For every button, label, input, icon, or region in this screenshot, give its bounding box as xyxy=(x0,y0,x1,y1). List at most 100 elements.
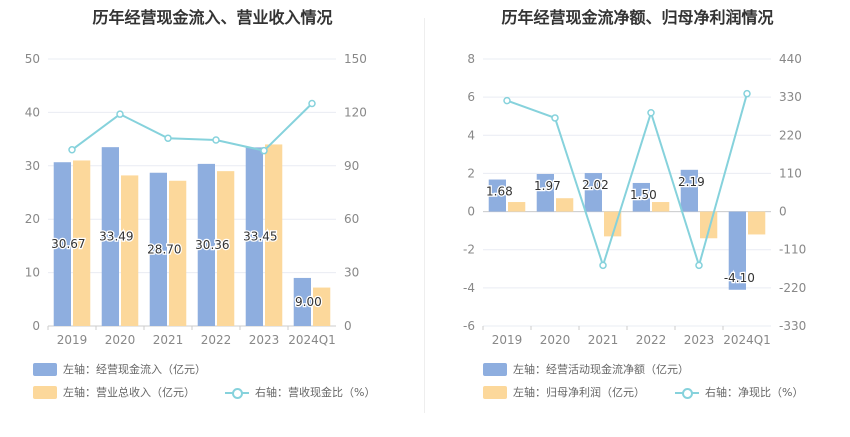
legend-label-cash-ratio: 右轴：净现比（%） xyxy=(705,386,804,399)
ratio-line-point xyxy=(551,114,559,122)
bar-secondary xyxy=(217,171,235,326)
bar-secondary xyxy=(121,175,139,326)
left-axis-tick-label: 30 xyxy=(25,159,40,173)
x-axis-tick-label: 2021 xyxy=(153,333,184,347)
x-axis-tick-label: 2024Q1 xyxy=(288,333,336,347)
right-axis-tick-label: 120 xyxy=(344,105,367,119)
bar-primary xyxy=(536,174,554,212)
bar-secondary xyxy=(169,180,187,326)
bar-secondary xyxy=(265,144,283,326)
left-axis-tick-label: 50 xyxy=(25,52,40,66)
x-axis-tick-label: 2020 xyxy=(105,333,136,347)
bar-secondary xyxy=(556,198,574,212)
right-axis-tick-label: 0 xyxy=(344,319,352,333)
legend-row-1: 左轴：经营活动现金流净额（亿元） xyxy=(483,361,689,377)
ratio-line-point xyxy=(260,146,268,155)
bar-secondary xyxy=(73,160,91,326)
legend-swatch-net-cashflow xyxy=(483,362,507,376)
ratio-line-point xyxy=(599,261,607,270)
bar-primary xyxy=(584,173,602,212)
bar-primary xyxy=(632,182,650,212)
legend-swatch-net-profit xyxy=(483,385,507,399)
ratio-line-point xyxy=(743,89,751,98)
legend-label-revenue: 左轴：营业总收入（亿元） xyxy=(63,386,195,399)
right-axis-tick-label: 30 xyxy=(344,266,359,280)
left-axis-tick-label: -2 xyxy=(463,243,475,257)
left-axis-tick-label: 6 xyxy=(467,90,475,104)
bar-data-label: 1.97 xyxy=(534,179,561,193)
bar-primary xyxy=(245,147,263,326)
bar-data-label: -4.10 xyxy=(724,271,755,285)
bar-secondary xyxy=(748,211,766,235)
bar-data-label: 33.45 xyxy=(243,230,277,244)
left-axis-tick-label: -4 xyxy=(463,281,475,295)
ratio-line-point xyxy=(308,99,316,108)
right-axis-tick-label: -110 xyxy=(779,243,806,257)
left-axis-tick-label: 40 xyxy=(25,105,40,119)
bar-data-label: 30.36 xyxy=(195,238,229,252)
bar-primary xyxy=(149,172,167,326)
bar-secondary xyxy=(652,202,670,212)
x-axis-tick-label: 2022 xyxy=(201,333,232,347)
legend-row-2: 左轴：营业总收入（亿元） 右轴：营收现金比（%） xyxy=(33,384,375,400)
left-axis-tick-label: 2 xyxy=(467,166,475,180)
left-axis-tick-label: 0 xyxy=(467,205,475,219)
bar-primary xyxy=(488,179,506,212)
left-axis-tick-label: 8 xyxy=(467,52,475,66)
chart-title: 历年经营现金流入、营业收入情况 xyxy=(92,8,333,27)
bar-primary xyxy=(197,163,215,326)
chart-plot-left: 0 10 20 30 40 50 0 30 60 90 120 150 2019 2020 2021 2022… xyxy=(25,52,367,347)
x-axis-tick-label: 2019 xyxy=(57,333,88,347)
bar-data-label: 2.02 xyxy=(582,178,609,192)
ratio-line xyxy=(71,102,313,152)
bar-primary xyxy=(53,162,71,326)
x-axis-tick-label: 2021 xyxy=(588,333,619,347)
right-axis-tick-label: -330 xyxy=(779,319,806,333)
ratio-line-point xyxy=(164,134,172,142)
bar-primary xyxy=(293,277,311,326)
ratio-line-point xyxy=(647,108,655,117)
left-axis-tick-label: 0 xyxy=(32,319,40,333)
right-axis-tick-label: 0 xyxy=(779,205,787,219)
x-axis-tick-label: 2024Q1 xyxy=(723,333,771,347)
right-axis-tick-label: 220 xyxy=(779,128,802,142)
bar-data-label: 28.70 xyxy=(147,242,181,256)
ratio-line-point xyxy=(68,146,76,154)
bar-secondary xyxy=(313,287,331,326)
legend-swatch-ratio xyxy=(225,386,249,399)
bar-data-label: 9.00 xyxy=(295,295,322,309)
legend-row-1: 左轴：经营现金流入（亿元） xyxy=(33,361,206,377)
legend-label-inflow: 左轴：经营现金流入（亿元） xyxy=(63,363,206,376)
bar-data-label: 1.68 xyxy=(486,185,513,199)
chart-title: 历年经营现金流净额、归母净利润情况 xyxy=(501,8,774,27)
bar-primary xyxy=(728,211,746,290)
legend-swatch-revenue xyxy=(33,385,57,399)
legend-label-ratio: 右轴：营收现金比（%） xyxy=(255,386,376,399)
bar-data-label: 33.49 xyxy=(99,230,133,244)
right-axis-tick-label: 440 xyxy=(779,52,802,66)
bar-primary xyxy=(680,169,698,212)
bar-data-label: 1.50 xyxy=(630,188,657,202)
bar-data-label: 30.67 xyxy=(51,237,85,251)
left-axis-tick-label: 10 xyxy=(25,266,40,280)
x-axis-tick-label: 2022 xyxy=(636,333,667,347)
ratio-line-point xyxy=(116,110,124,118)
ratio-line-point xyxy=(503,96,511,105)
left-axis-tick-label: -6 xyxy=(463,319,475,333)
left-axis-tick-label: 20 xyxy=(25,212,40,226)
x-axis-tick-label: 2023 xyxy=(249,333,280,347)
right-axis-tick-label: -220 xyxy=(779,281,806,295)
right-axis-tick-label: 330 xyxy=(779,90,802,104)
x-axis-tick-label: 2023 xyxy=(684,333,715,347)
legend-label-net-profit: 左轴：归母净利润（亿元） xyxy=(513,386,645,399)
legend-swatch-cash-ratio xyxy=(675,386,699,399)
chart-plot-right: -6 -4 -2 0 2 4 6 8 -330 -220 -110 0 110 220 330 440 2019… xyxy=(463,52,806,347)
bar-data-label: 2.19 xyxy=(678,175,705,189)
ratio-line-point xyxy=(212,136,220,144)
panel-divider xyxy=(424,18,425,413)
legend-label-net-cashflow: 左轴：经营活动现金流净额（亿元） xyxy=(513,363,689,376)
right-axis-tick-label: 60 xyxy=(344,212,359,226)
chart-panel-left: 历年经营现金流入、营业收入情况 0 10 20 30 40 50 0 30 60 90 120 150… xyxy=(25,8,376,400)
left-axis-tick-label: 4 xyxy=(467,128,475,142)
ratio-line-point xyxy=(695,261,703,270)
